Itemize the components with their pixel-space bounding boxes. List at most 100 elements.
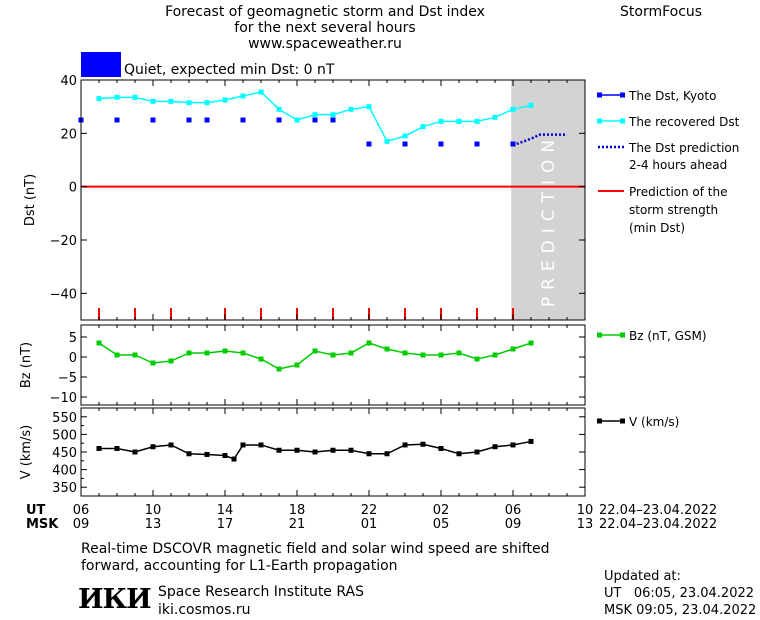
legend-kyoto: The Dst, Kyoto bbox=[597, 89, 716, 103]
bz-panel: 5 0 −5 −10 Bz (nT) bbox=[19, 324, 586, 406]
v-ytick-label: 550 bbox=[52, 411, 77, 426]
v-series-0-point bbox=[294, 447, 300, 453]
legend-bz: Bz (nT, GSM) bbox=[597, 329, 707, 343]
v-series-0-point bbox=[114, 445, 120, 451]
dst-series-1-point bbox=[474, 118, 480, 124]
bz-plot-frame bbox=[80, 324, 586, 406]
bz-series-0-point bbox=[114, 352, 120, 358]
prediction-band bbox=[511, 80, 585, 320]
dst-series-0-point bbox=[402, 141, 408, 147]
legend-storm-label-1: Prediction of the bbox=[629, 185, 728, 199]
bz-series-0-point bbox=[96, 340, 102, 346]
bz-series-0-point bbox=[384, 346, 390, 352]
v-series-0-point bbox=[276, 447, 282, 453]
legend-storm: Prediction of the storm strength (min Ds… bbox=[598, 185, 728, 235]
dst-series-1-point bbox=[204, 100, 210, 106]
msk-tick-label: 21 bbox=[289, 517, 306, 532]
dst-ytick-label: −20 bbox=[50, 234, 77, 249]
dst-series-1-point bbox=[276, 106, 282, 112]
bz-series-0-point bbox=[258, 356, 264, 362]
ut-tick-label: 14 bbox=[217, 503, 234, 518]
bz-series-0-point bbox=[330, 352, 336, 358]
bz-series-0-point bbox=[240, 350, 246, 356]
bz-series-0-point bbox=[150, 360, 156, 366]
v-series-0-point bbox=[96, 445, 102, 451]
v-ytick-label: 400 bbox=[52, 464, 77, 479]
msk-tick-label: 13 bbox=[145, 517, 162, 532]
v-series-0-point bbox=[474, 449, 480, 455]
v-series-0-point bbox=[240, 442, 246, 448]
v-series-0-point bbox=[510, 442, 516, 448]
v-series-0-point bbox=[150, 444, 156, 450]
legend-recovered-label: The recovered Dst bbox=[628, 115, 740, 129]
ut-tick-label: 10 bbox=[145, 503, 162, 518]
bz-series-0-point bbox=[294, 362, 300, 368]
legend-kyoto-label: The Dst, Kyoto bbox=[628, 89, 716, 103]
dst-series-1-point bbox=[96, 96, 102, 102]
chart-title-line-2: for the next several hours bbox=[234, 20, 416, 36]
dst-series-0-point bbox=[240, 117, 246, 123]
bz-series-0-point bbox=[528, 340, 534, 346]
updated-label: Updated at: bbox=[604, 569, 681, 584]
dst-series-1-point bbox=[240, 93, 246, 99]
v-series-0-point bbox=[366, 451, 372, 457]
dst-series-0-point bbox=[276, 117, 282, 123]
v-series-0-point bbox=[384, 451, 390, 457]
bz-series-0-point bbox=[276, 366, 282, 372]
bz-series-0-point bbox=[510, 346, 516, 352]
brand-name: StormFocus bbox=[620, 4, 703, 20]
v-axis-label: V (km/s) bbox=[19, 425, 34, 480]
legend-v-label: V (km/s) bbox=[629, 415, 679, 429]
ut-tick-label: 06 bbox=[505, 503, 522, 518]
ut-tick-label: 22 bbox=[361, 503, 378, 518]
legend-prediction: The Dst prediction 2-4 hours ahead bbox=[598, 141, 739, 172]
bz-series-0-point bbox=[456, 350, 462, 356]
dst-ytick-label: 20 bbox=[60, 127, 77, 142]
updated-msk: MSK 09:05, 23.04.2022 bbox=[604, 603, 757, 618]
dst-axis-label: Dst (nT) bbox=[23, 174, 38, 226]
dst-series-1-point bbox=[258, 89, 264, 95]
dst-series-1-point bbox=[402, 133, 408, 139]
dst-series-1-point bbox=[222, 97, 228, 103]
dst-ytick-label: −40 bbox=[50, 287, 77, 302]
v-panel: 550 500 450 400 350 V (km/s) bbox=[19, 407, 586, 497]
bz-series-0-point bbox=[474, 356, 480, 362]
legend-prediction-label-1: The Dst prediction bbox=[628, 141, 739, 155]
dst-series-1-point bbox=[456, 118, 462, 124]
v-ytick-label: 450 bbox=[52, 446, 77, 461]
bz-series-0-point bbox=[438, 352, 444, 358]
bz-series-0-point bbox=[348, 350, 354, 356]
msk-date-range: 22.04–23.04.2022 bbox=[599, 517, 717, 532]
dst-series-1-point bbox=[114, 94, 120, 100]
bz-series-0-point bbox=[492, 352, 498, 358]
bz-series-0-point bbox=[402, 350, 408, 356]
v-series-0-point bbox=[204, 451, 210, 457]
time-axis: UT MSK 06091013141718212201020506091013 … bbox=[26, 503, 717, 532]
dst-panel: PREDICTION 40 20 0 −20 −40 Dst (nT) bbox=[23, 74, 586, 321]
dst-series-0-point bbox=[330, 117, 336, 123]
dst-series-1-point bbox=[492, 114, 498, 120]
institute-url[interactable]: iki.cosmos.ru bbox=[158, 602, 251, 618]
dst-series-1-point bbox=[384, 138, 390, 144]
dst-series-1-point bbox=[312, 112, 318, 118]
dst-series-2-line bbox=[512, 133, 567, 147]
chart-title-line-1: Forecast of geomagnetic storm and Dst in… bbox=[165, 4, 485, 20]
dst-series-1-point bbox=[330, 112, 336, 118]
v-series-0-point bbox=[402, 442, 408, 448]
bz-series-0-point bbox=[168, 358, 174, 364]
v-series-0-point bbox=[492, 444, 498, 450]
dst-ytick-label: 40 bbox=[60, 74, 77, 89]
iki-logo: ИКИ bbox=[78, 584, 152, 615]
dst-series-1-point bbox=[438, 118, 444, 124]
legend: The Dst, Kyoto The recovered Dst The Dst… bbox=[597, 89, 740, 429]
msk-tick-label: 09 bbox=[505, 517, 522, 532]
v-series-0-line bbox=[99, 440, 532, 460]
status-swatch bbox=[81, 52, 121, 77]
status-text: Quiet, expected min Dst: 0 nT bbox=[124, 62, 335, 78]
v-series-0-point bbox=[330, 447, 336, 453]
dst-series-1-point bbox=[168, 98, 174, 104]
bz-ytick-label: 5 bbox=[69, 331, 77, 346]
v-series-0-point bbox=[528, 438, 534, 444]
v-series-0-point bbox=[348, 447, 354, 453]
